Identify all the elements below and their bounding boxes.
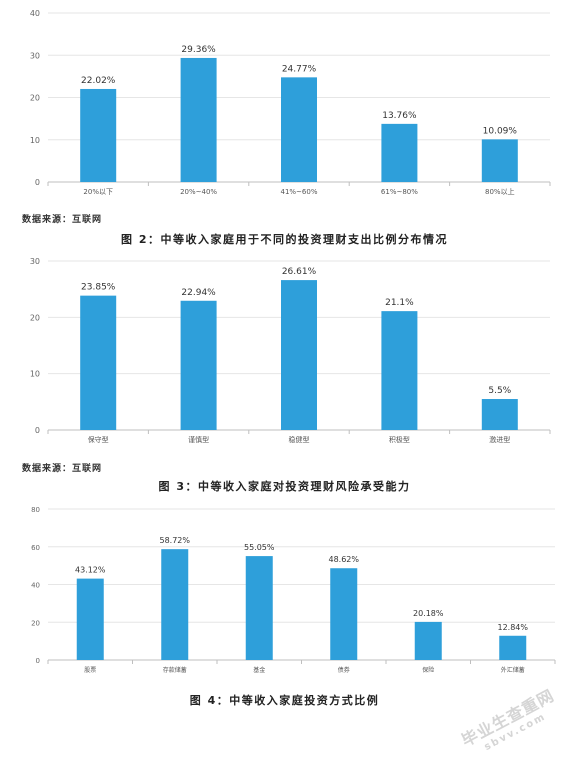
chart-3: 0 20 40 60 80 43.12% 股票 58.72% 存款储蓄 55.05% 基金 48.62… xyxy=(31,506,556,674)
y-tick-label: 30 xyxy=(30,257,40,266)
data-label: 48.62% xyxy=(328,555,359,564)
x-tick-label: 保守型 xyxy=(88,435,109,444)
y-tick-label: 0 xyxy=(36,657,40,665)
caption-figure-2: 图 2：中等收入家庭用于不同的投资理财支出比例分布情况 xyxy=(121,233,448,246)
data-label: 23.85% xyxy=(81,283,116,293)
data-label: 5.5% xyxy=(488,386,511,396)
data-label: 43.12% xyxy=(75,566,106,575)
y-tick-label: 40 xyxy=(30,9,40,18)
chart-1: 0 10 20 30 40 22.02% 20%以下 29.36% 20%~40% 24.77% 4… xyxy=(30,9,551,196)
x-tick-label: 谨慎型 xyxy=(188,435,209,444)
x-tick-label: 基金 xyxy=(253,666,265,674)
x-tick-label: 股票 xyxy=(84,667,96,674)
x-tick-label: 保险 xyxy=(422,666,434,674)
data-source-1: 数据来源：互联网 xyxy=(22,215,103,225)
bar xyxy=(381,311,418,430)
data-label: 12.84% xyxy=(497,623,528,632)
x-tick-label: 外汇储蓄 xyxy=(501,666,525,674)
bar xyxy=(180,300,217,430)
data-label: 22.94% xyxy=(181,288,216,298)
bar xyxy=(161,549,189,660)
y-tick-label: 20 xyxy=(30,313,40,322)
y-tick-label: 80 xyxy=(31,506,40,514)
y-tick-label: 0 xyxy=(35,178,40,187)
caption-figure-3: 图 3：中等收入家庭对投资理财风险承受能力 xyxy=(158,480,411,493)
caption-figure-4: 图 4：中等收入家庭投资方式比例 xyxy=(189,694,380,707)
bar xyxy=(481,399,518,430)
bar xyxy=(80,88,117,182)
x-tick-label: 存款储蓄 xyxy=(163,666,187,674)
x-tick-label: 20%~40% xyxy=(180,188,217,196)
x-tick-label: 激进型 xyxy=(489,435,510,444)
data-label: 22.02% xyxy=(81,76,116,86)
x-tick-label: 债券 xyxy=(338,666,350,674)
bar xyxy=(330,568,358,660)
y-tick-label: 30 xyxy=(30,51,40,60)
bar xyxy=(414,621,442,660)
data-label: 10.09% xyxy=(483,126,518,136)
y-tick-label: 20 xyxy=(30,94,40,103)
y-tick-label: 60 xyxy=(31,544,40,552)
data-label: 21.1% xyxy=(385,298,414,308)
x-tick-label: 积极型 xyxy=(389,435,410,444)
bar xyxy=(281,280,317,430)
y-tick-label: 20 xyxy=(31,619,40,627)
data-label: 24.77% xyxy=(282,64,317,74)
data-source-2: 数据来源：互联网 xyxy=(22,464,103,474)
data-label: 58.72% xyxy=(159,536,190,545)
data-label: 13.76% xyxy=(382,111,417,121)
bar xyxy=(80,295,117,430)
bar xyxy=(76,578,104,660)
data-label: 20.18% xyxy=(413,609,444,618)
y-tick-label: 10 xyxy=(30,370,40,379)
bar xyxy=(180,57,217,183)
y-tick-label: 0 xyxy=(35,426,40,435)
y-tick-label: 40 xyxy=(31,582,40,590)
bar xyxy=(381,123,418,182)
bar xyxy=(245,556,273,660)
bar xyxy=(481,139,518,182)
x-tick-label: 20%以下 xyxy=(83,188,113,196)
bar xyxy=(281,77,317,182)
bar xyxy=(499,635,527,660)
y-tick-label: 10 xyxy=(30,136,40,145)
data-label: 55.05% xyxy=(244,543,275,552)
chart-2: 0 10 20 30 23.85% 保守型 22.94% 谨慎型 26.61% 稳健型 21.1% 积… xyxy=(30,257,551,444)
x-tick-label: 80%以上 xyxy=(485,187,515,196)
x-tick-label: 61%~80% xyxy=(381,188,418,196)
data-label: 26.61% xyxy=(282,267,317,277)
x-tick-label: 稳健型 xyxy=(289,435,310,444)
x-tick-label: 41%~60% xyxy=(281,188,318,196)
data-label: 29.36% xyxy=(181,45,216,55)
